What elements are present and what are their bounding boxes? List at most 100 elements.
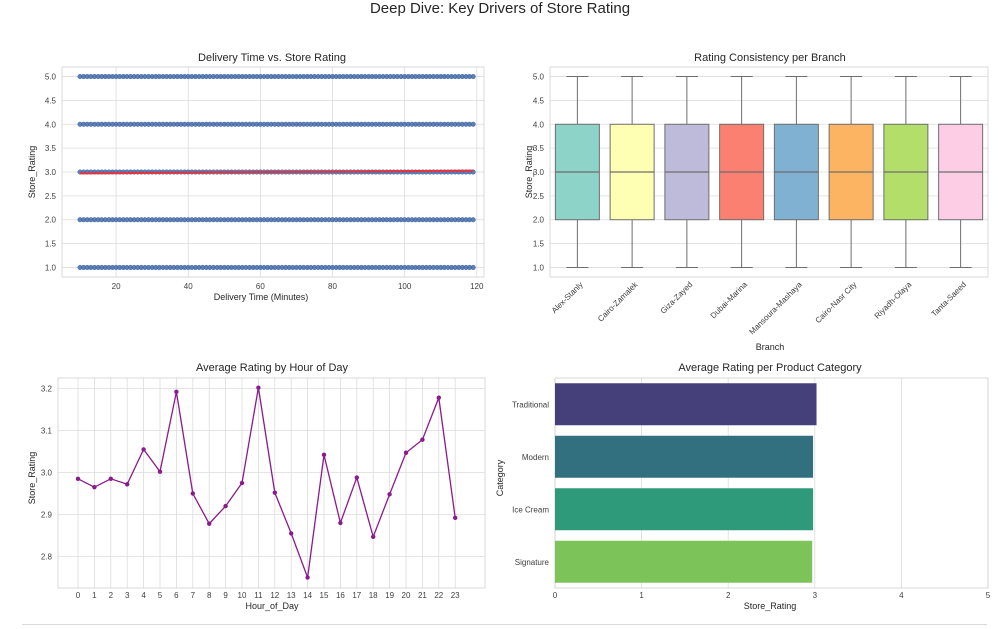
scatter-point (470, 74, 476, 80)
boxplot-ytick: 3.5 (533, 144, 545, 153)
scatter-ytick: 2.5 (45, 192, 57, 201)
bottom-divider (22, 624, 987, 625)
scatter-xtick: 80 (328, 282, 337, 291)
bar-panel: Average Rating per Product Category Stor… (495, 362, 991, 611)
line-point (305, 575, 310, 580)
scatter-ytick: 3.0 (45, 168, 57, 177)
line-xtick: 5 (158, 591, 163, 600)
line-xtick: 12 (270, 591, 279, 600)
scatter-xtick: 60 (256, 282, 265, 291)
line-point (207, 521, 212, 526)
scatter-point (470, 121, 476, 127)
line-point (223, 503, 228, 509)
boxplot-xtick: Dubai-Marina (709, 280, 750, 321)
line-title: Average Rating by Hour of Day (196, 362, 349, 374)
line-xtick: 7 (191, 591, 196, 600)
figure-title: Deep Dive: Key Drivers of Store Rating (369, 0, 631, 17)
scatter-ytick: 5.0 (45, 73, 57, 82)
line-xtick: 3 (125, 591, 130, 600)
bar-xlabel: Store_Rating (744, 601, 797, 611)
bar-frame (554, 377, 989, 589)
line-xtick: 22 (434, 591, 443, 600)
bar-category-label: Traditional (512, 400, 549, 409)
line-point (272, 490, 277, 495)
line-point (141, 447, 146, 452)
line-point (354, 475, 359, 480)
bar-xtick: 5 (986, 591, 991, 600)
line-ytick: 3.0 (41, 469, 53, 478)
scatter-ylabel: Store_Rating (27, 146, 37, 199)
line-point (321, 452, 327, 458)
boxplot-ytick: 1.0 (533, 263, 545, 272)
bar-title: Average Rating per Product Category (678, 362, 862, 374)
line-ytick: 2.8 (41, 553, 53, 562)
scatter-xlabel: Delivery Time (Minutes) (214, 292, 309, 302)
line-point (108, 476, 114, 481)
line-point (403, 450, 409, 455)
boxplot-frame (549, 66, 989, 278)
bar-category-label: Modern (522, 453, 549, 462)
boxplot-panel: Rating Consistency per Branch Branch Sto… (524, 52, 989, 352)
boxplot-xtick: Cairo-Nasr City (814, 280, 859, 325)
boxplot-xtick: Giza-Zayed (659, 280, 695, 316)
line-point (387, 492, 392, 497)
boxplot-title: Rating Consistency per Branch (694, 52, 846, 64)
line-ytick: 3.2 (41, 385, 53, 394)
line-point (157, 469, 163, 474)
scatter-title: Delivery Time vs. Store Rating (198, 52, 346, 64)
scatter-ytick: 1.5 (45, 240, 57, 249)
scatter-xtick: 20 (112, 282, 121, 291)
line-xtick: 0 (76, 591, 81, 600)
scatter-xtick: 120 (470, 282, 484, 291)
boxplot-ylabel: Store_Rating (524, 146, 534, 199)
line-point (420, 437, 425, 442)
line-point (190, 491, 195, 496)
boxplot-xtick: Mansoura-Mashaya (747, 280, 804, 337)
bar (555, 435, 814, 478)
bar-xtick: 3 (813, 591, 818, 600)
boxplot-xtick: Riyadh-Olaya (873, 280, 914, 321)
line-xtick: 11 (254, 591, 263, 600)
line-xtick: 15 (320, 591, 329, 600)
boxplot-ytick: 2.0 (533, 216, 545, 225)
line-xtick: 9 (223, 591, 228, 600)
line-xtick: 14 (303, 591, 312, 600)
line-xtick: 8 (207, 591, 212, 600)
scatter-ytick: 1.0 (45, 263, 57, 272)
boxplot-ytick: 2.5 (533, 192, 545, 201)
bar-category-label: Signature (515, 558, 550, 567)
boxplot-ytick: 3.0 (533, 168, 545, 177)
scatter-xtick: 100 (398, 282, 412, 291)
line-xtick: 21 (418, 591, 427, 600)
line-point (256, 385, 261, 390)
bar (555, 383, 817, 426)
line-xtick: 1 (92, 591, 97, 600)
line-ytick: 2.9 (41, 511, 53, 520)
line-xtick: 4 (141, 591, 146, 600)
line-xtick: 6 (174, 591, 179, 600)
line-ylabel: Store_Rating (27, 452, 37, 505)
line-point (436, 395, 441, 400)
boxplot-ytick: 4.0 (533, 120, 545, 129)
scatter-ytick: 3.5 (45, 144, 57, 153)
line-xtick: 16 (336, 591, 345, 600)
line-xtick: 10 (238, 591, 247, 600)
bar-xtick: 1 (639, 591, 644, 600)
bar (555, 488, 814, 531)
line-point (338, 520, 343, 526)
scatter-frame (61, 66, 485, 278)
line-point (75, 476, 81, 481)
scatter-point (470, 264, 476, 270)
scatter-xtick: 40 (184, 282, 193, 291)
line-xtick: 18 (369, 591, 378, 600)
boxplot-xtick: Cairo-Zamalek (596, 279, 640, 323)
line-xtick: 17 (352, 591, 361, 600)
boxplot-xtick: Alex-Stanly (550, 280, 585, 315)
scatter-trendline (80, 169, 474, 175)
boxplot-ytick: 5.0 (533, 73, 545, 82)
line-ytick: 3.1 (41, 427, 53, 436)
line-xtick: 13 (287, 591, 296, 600)
line-xtick: 23 (451, 591, 460, 600)
scatter-ytick: 4.5 (45, 96, 57, 105)
boxplot-ytick: 4.5 (533, 96, 545, 105)
